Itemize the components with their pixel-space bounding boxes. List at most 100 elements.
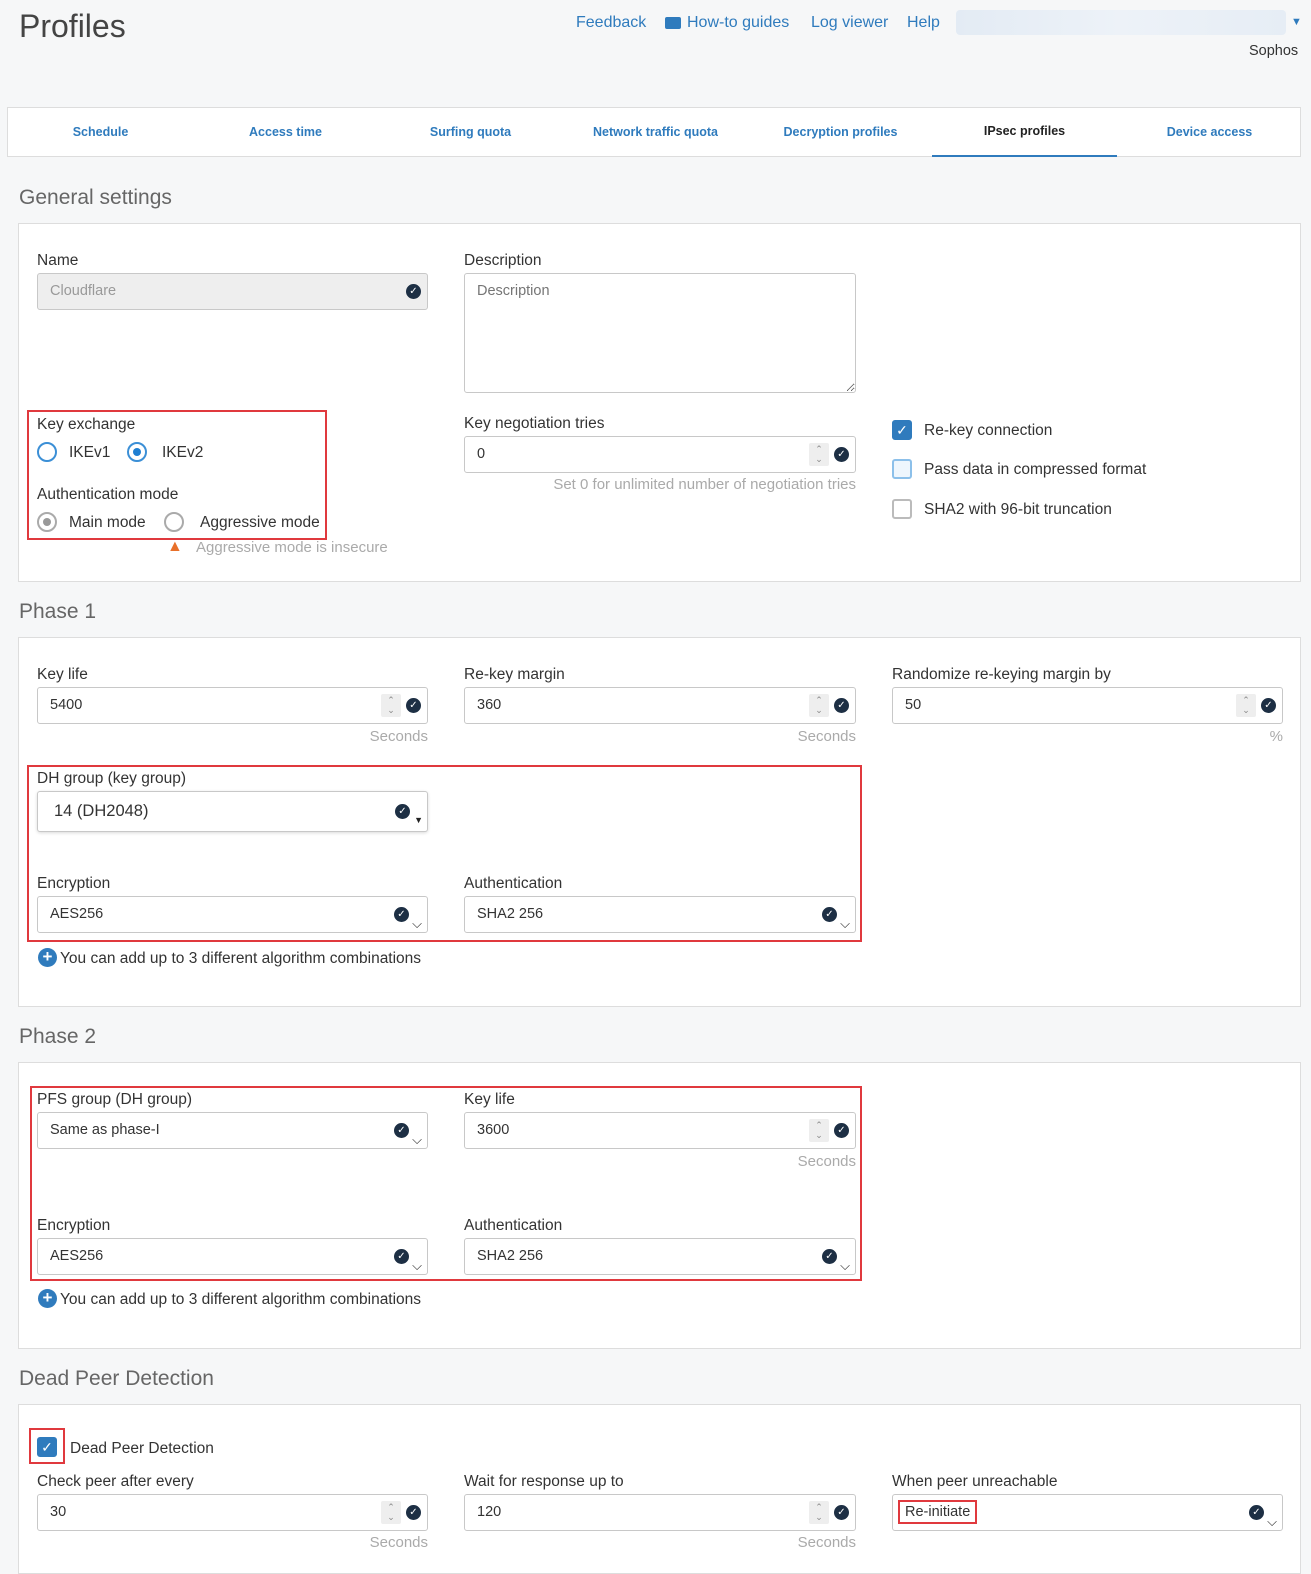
warning-icon: ▲ [167, 538, 183, 555]
help-link[interactable]: Help [907, 14, 940, 31]
p2-encryption-select[interactable]: AES256 ✓ ⌵ [37, 1238, 428, 1275]
name-input[interactable]: Cloudflare ✓ [37, 273, 428, 310]
check-icon: ✓ [822, 1249, 837, 1264]
spinner-icon[interactable]: ⌃ ⌄ [809, 443, 829, 466]
spinner-icon[interactable]: ⌃ ⌄ [809, 694, 829, 717]
wait-label: Wait for response up to [464, 1473, 624, 1490]
p1-add-combination[interactable]: You can add up to 3 different algorithm … [60, 950, 422, 967]
add-icon[interactable]: + [38, 1289, 57, 1308]
keylife-input[interactable]: 5400 ⌃ ⌄ ✓ [37, 687, 428, 724]
name-value: Cloudflare [50, 283, 117, 299]
p2-auth-select[interactable]: SHA2 256 ✓ ⌵ [464, 1238, 856, 1275]
tab-device-access[interactable]: Device access [1166, 125, 1253, 139]
spinner-icon[interactable]: ⌃ ⌄ [1236, 694, 1256, 717]
chevron-down-icon: ⌵ [840, 1258, 850, 1273]
key-tries-input[interactable]: 0 ⌃ ⌄ ✓ [464, 436, 856, 473]
section-general-title: General settings [19, 186, 172, 209]
ikev1-radio[interactable] [37, 442, 57, 462]
p2-encryption-value: AES256 [50, 1248, 104, 1264]
dh-group-value: 14 (DH2048) [54, 802, 149, 820]
spinner-icon[interactable]: ⌃ ⌄ [809, 1501, 829, 1524]
p2-keylife-value: 3600 [477, 1122, 510, 1138]
keylife-value: 5400 [50, 697, 83, 713]
check-icon: ✓ [406, 698, 421, 713]
video-icon [665, 17, 681, 29]
pfs-value: Same as phase-I [50, 1122, 160, 1138]
key-exchange-label: Key exchange [37, 416, 136, 433]
p2-add-combination[interactable]: You can add up to 3 different algorithm … [60, 1291, 422, 1308]
aggressive-warning: Aggressive mode is insecure [196, 539, 388, 556]
key-tries-label: Key negotiation tries [464, 415, 605, 432]
rekey-checkbox[interactable]: ✓ [892, 420, 912, 440]
ikev1-label: IKEv1 [69, 444, 111, 461]
p2-keylife-label: Key life [464, 1091, 515, 1108]
account-menu[interactable] [956, 10, 1286, 35]
check-icon: ✓ [1261, 698, 1276, 713]
check-icon: ✓ [394, 1123, 409, 1138]
spinner-icon[interactable]: ⌃ ⌄ [381, 694, 401, 717]
check-peer-label: Check peer after every [37, 1473, 194, 1490]
spinner-icon[interactable]: ⌃ ⌄ [809, 1119, 829, 1142]
main-mode-radio[interactable] [37, 512, 57, 532]
randomize-input[interactable]: 50 ⌃ ⌄ ✓ [892, 687, 1283, 724]
highlight-box [29, 1428, 65, 1464]
tab-network-traffic-quota[interactable]: Network traffic quota [592, 125, 718, 139]
tab-decryption-profiles[interactable]: Decryption profiles [783, 125, 898, 139]
key-tries-value: 0 [477, 446, 486, 462]
check-peer-unit: Seconds [369, 1534, 428, 1551]
rekey-margin-input[interactable]: 360 ⌃ ⌄ ✓ [464, 687, 856, 724]
phase2-panel [18, 1062, 1301, 1349]
name-label: Name [37, 252, 79, 269]
rekey-label: Re-key connection [924, 422, 1053, 439]
highlight-box [30, 1086, 862, 1281]
compressed-checkbox[interactable] [892, 459, 912, 479]
user-name: Sophos [1249, 43, 1299, 59]
p1-encryption-select[interactable]: AES256 ✓ ⌵ [37, 896, 428, 933]
ikev2-radio[interactable] [127, 442, 147, 462]
p1-auth-value: SHA2 256 [477, 906, 544, 922]
dh-group-select[interactable]: 14 (DH2048) ✓ ▼ [37, 791, 428, 832]
p2-keylife-input[interactable]: 3600 ⌃ ⌄ ✓ [464, 1112, 856, 1149]
tab-surfing-quota[interactable]: Surfing quota [429, 125, 512, 139]
feedback-link[interactable]: Feedback [576, 14, 647, 31]
check-icon: ✓ [395, 804, 410, 819]
check-icon: ✓ [822, 907, 837, 922]
check-icon: ✓ [394, 1249, 409, 1264]
p1-encryption-label: Encryption [37, 875, 111, 892]
chevron-down-icon: ⌵ [412, 1258, 422, 1273]
section-phase1-title: Phase 1 [19, 600, 97, 623]
dh-group-label: DH group (key group) [37, 770, 187, 787]
unreachable-select[interactable]: Re-initiate ✓ ⌵ [892, 1494, 1283, 1531]
add-icon[interactable]: + [38, 948, 57, 967]
chevron-down-icon: ⌵ [412, 916, 422, 931]
tab-schedule[interactable]: Schedule [72, 125, 129, 139]
p1-auth-select[interactable]: SHA2 256 ✓ ⌵ [464, 896, 856, 933]
sha2-checkbox[interactable] [892, 499, 912, 519]
chevron-down-icon: ⌵ [840, 916, 850, 931]
dpd-checkbox[interactable]: ✓ [37, 1437, 57, 1457]
p1-encryption-value: AES256 [50, 906, 104, 922]
check-icon: ✓ [834, 447, 849, 462]
key-tries-hint: Set 0 for unlimited number of negotiatio… [553, 476, 856, 493]
check-peer-input[interactable]: 30 ⌃ ⌄ ✓ [37, 1494, 428, 1531]
unreachable-label: When peer unreachable [892, 1473, 1058, 1490]
log-viewer-link[interactable]: Log viewer [811, 14, 889, 31]
caret-down-icon[interactable]: ▼ [1291, 16, 1302, 28]
p2-keylife-unit: Seconds [797, 1153, 856, 1170]
aggressive-mode-radio[interactable] [164, 512, 184, 532]
description-input[interactable] [464, 273, 856, 393]
howto-link[interactable]: How-to guides [687, 14, 790, 31]
tab-access-time[interactable]: Access time [249, 125, 322, 139]
highlight-box [27, 410, 327, 540]
check-icon: ✓ [834, 1505, 849, 1520]
pfs-select[interactable]: Same as phase-I ✓ ⌵ [37, 1112, 428, 1149]
auth-mode-label: Authentication mode [37, 486, 179, 503]
spinner-icon[interactable]: ⌃ ⌄ [381, 1501, 401, 1524]
check-icon: ✓ [394, 907, 409, 922]
p2-auth-value: SHA2 256 [477, 1248, 544, 1264]
wait-value: 120 [477, 1504, 502, 1520]
dpd-label: Dead Peer Detection [70, 1440, 214, 1457]
wait-input[interactable]: 120 ⌃ ⌄ ✓ [464, 1494, 856, 1531]
keylife-unit: Seconds [369, 728, 428, 745]
tab-ipsec-profiles[interactable]: IPsec profiles [932, 108, 1117, 157]
